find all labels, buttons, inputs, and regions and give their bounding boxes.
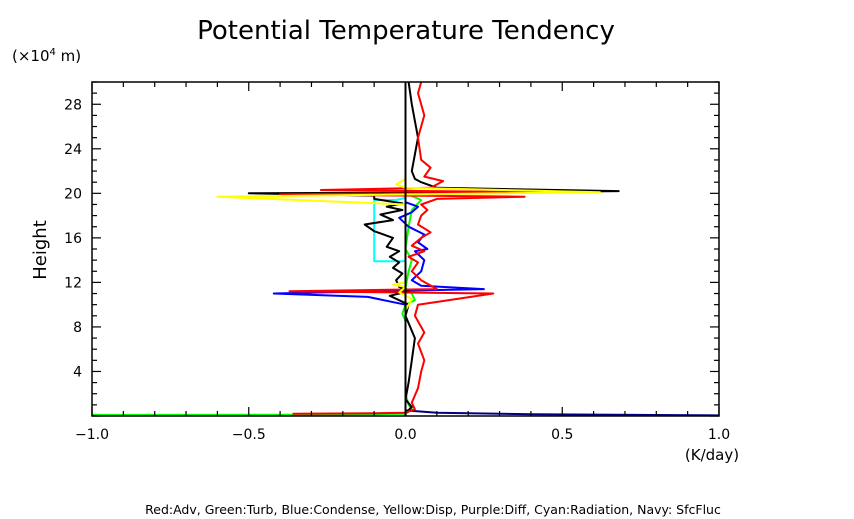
x-tick-label: −0.5 [232, 427, 266, 443]
legend-text: Red:Adv, Green:Turb, Blue:Condense, Yell… [145, 502, 721, 517]
chart-title: Potential Temperature Tendency [197, 16, 615, 46]
y-tick-label: 4 [73, 364, 82, 380]
series-line-green [91, 82, 423, 416]
x-tick-label: 0.5 [551, 427, 573, 443]
x-ticks: −1.0 −0.5 0.0 0.5 1.0 [75, 82, 730, 443]
y-unit-suffix: m) [56, 47, 81, 65]
y-unit-prefix: (×10 [12, 47, 50, 65]
x-tick-label: 0.0 [394, 427, 416, 443]
y-tick-label: 12 [64, 275, 82, 291]
y-axis-label: Height [30, 220, 51, 280]
x-tick-label: 1.0 [708, 427, 730, 443]
series-line-cyan [373, 196, 406, 263]
y-tick-label: 24 [64, 142, 82, 158]
y-ticks: 4 8 12 16 20 24 28 [64, 81, 719, 417]
series-line-red [279, 81, 548, 415]
y-unit-label: (×104 m) [12, 47, 81, 65]
x-axis-label: (K/day) [685, 446, 739, 464]
y-tick-label: 28 [64, 97, 82, 113]
y-unit-exponent: 4 [50, 47, 56, 58]
series-line-blue [272, 82, 485, 414]
y-tick-label: 20 [64, 186, 82, 202]
series-line-black [247, 81, 620, 414]
y-tick-label: 8 [73, 320, 82, 336]
x-tick-label: −1.0 [75, 427, 109, 443]
y-tick-label: 16 [64, 231, 82, 247]
